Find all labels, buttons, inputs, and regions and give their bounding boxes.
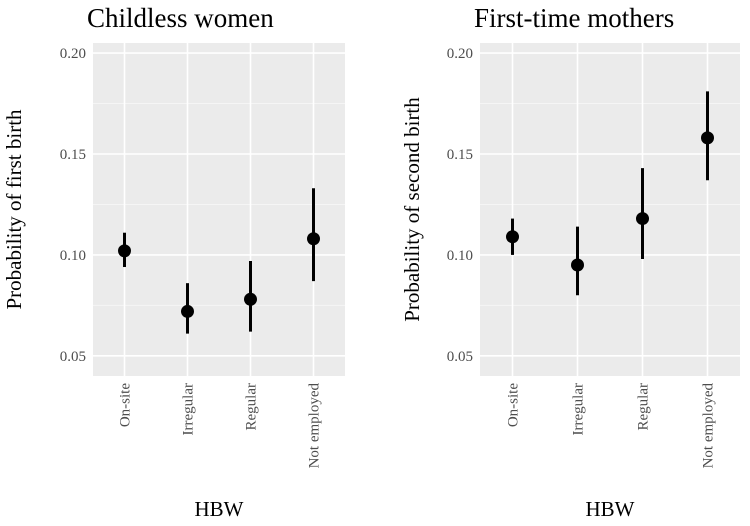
panel-background bbox=[480, 43, 740, 376]
y-tick-label: 0.10 bbox=[60, 248, 86, 264]
data-marks bbox=[506, 91, 714, 296]
x-tick-label: Irregular bbox=[181, 383, 197, 435]
x-axis-label: HBW bbox=[195, 497, 244, 521]
x-axis-label: HBW bbox=[586, 497, 635, 521]
data-point bbox=[701, 131, 714, 145]
chart-title: First-time mothers bbox=[474, 3, 674, 33]
chart-left: 0.05 0.10 0.15 0.20 On-site Irregular Regular N… bbox=[2, 3, 345, 521]
y-tick-label: 0.15 bbox=[60, 147, 86, 163]
data-point bbox=[636, 212, 649, 226]
data-marks bbox=[118, 188, 320, 334]
x-tick-label: On-site bbox=[118, 383, 134, 428]
y-tick-label: 0.05 bbox=[60, 349, 86, 365]
y-tick-label: 0.20 bbox=[447, 46, 473, 62]
chart-right: 0.05 0.10 0.15 0.20 On-site Irregular Regular N… bbox=[400, 3, 740, 521]
data-point bbox=[506, 230, 519, 244]
tick-labels: 0.05 0.10 0.15 0.20 On-site Irregular Regular N… bbox=[447, 46, 717, 468]
y-tick-label: 0.20 bbox=[60, 46, 86, 62]
y-tick-label: 0.15 bbox=[447, 147, 473, 163]
x-tick-label: Not employed bbox=[307, 383, 323, 469]
data-point bbox=[571, 258, 584, 272]
x-tick-label: Regular bbox=[244, 383, 260, 430]
y-axis-label: Probability of second birth bbox=[400, 97, 424, 322]
x-tick-label: Not employed bbox=[701, 383, 717, 469]
data-point bbox=[307, 232, 320, 246]
x-tick-label: Irregular bbox=[571, 383, 587, 435]
y-axis-label: Probability of first birth bbox=[2, 109, 26, 310]
y-tick-label: 0.05 bbox=[447, 349, 473, 365]
tick-labels: 0.05 0.10 0.15 0.20 On-site Irregular Regular N… bbox=[60, 46, 323, 468]
panel-background bbox=[93, 43, 345, 376]
data-point bbox=[244, 292, 257, 306]
data-point bbox=[181, 304, 194, 318]
x-tick-label: Regular bbox=[636, 383, 652, 430]
x-tick-label: On-site bbox=[506, 383, 522, 428]
chart-title: Childless women bbox=[87, 3, 274, 33]
y-tick-label: 0.10 bbox=[447, 248, 473, 264]
data-point bbox=[118, 244, 131, 258]
